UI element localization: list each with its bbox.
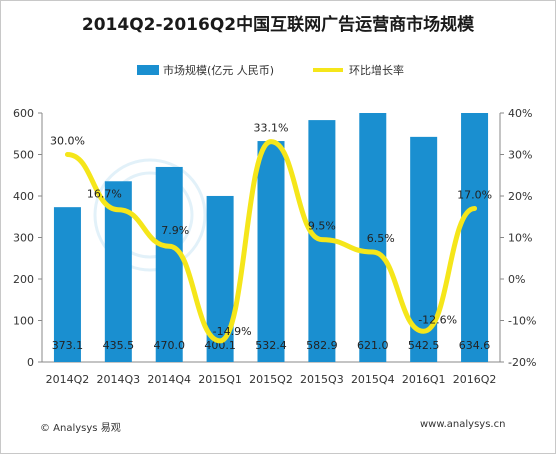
x-tick-label: 2015Q2 xyxy=(249,373,293,386)
legend-line-label: 环比增长率 xyxy=(349,63,404,77)
chart-title: 2014Q2-2016Q2中国互联网广告运营商市场规模 xyxy=(81,15,475,35)
y-left-tick-label: 600 xyxy=(13,107,34,120)
bar-2015Q2 xyxy=(257,141,285,362)
y-left-tick-label: 500 xyxy=(13,149,34,162)
legend-bar-label: 市场规模(亿元 人民币) xyxy=(163,63,274,77)
growth-rate-label: 33.1% xyxy=(254,122,289,135)
bar-value-label: 582.9 xyxy=(306,339,338,352)
y-right-tick-label: 10% xyxy=(508,232,532,245)
x-tick-label: 2016Q1 xyxy=(402,373,446,386)
growth-rate-label: -14.9% xyxy=(213,325,252,338)
footer-website: www.analysys.cn xyxy=(420,419,506,430)
y-left-tick-label: 400 xyxy=(13,190,34,203)
y-right-tick-label: 20% xyxy=(508,190,532,203)
bar-value-label: 470.0 xyxy=(153,339,185,352)
growth-rate-label: 9.5% xyxy=(308,220,336,233)
bar-value-label: 532.4 xyxy=(255,339,287,352)
bar-value-label: 435.5 xyxy=(103,339,135,352)
y-right-tick-label: -20% xyxy=(508,356,536,369)
x-tick-label: 2015Q3 xyxy=(300,373,344,386)
x-tick-label: 2015Q1 xyxy=(198,373,242,386)
x-tick-label: 2015Q4 xyxy=(351,373,395,386)
growth-rate-label: 16.7% xyxy=(87,188,122,201)
y-right-tick-label: 40% xyxy=(508,107,532,120)
growth-rate-label: 7.9% xyxy=(161,224,189,237)
bar-value-label: 621.0 xyxy=(357,339,389,352)
x-tick-label: 2014Q2 xyxy=(46,373,90,386)
y-left-tick-label: 0 xyxy=(27,356,34,369)
growth-rate-label: 6.5% xyxy=(367,232,395,245)
x-tick-label: 2014Q3 xyxy=(97,373,141,386)
growth-rate-line xyxy=(64,139,478,344)
y-right-tick-label: 0% xyxy=(508,273,525,286)
y-right-tick-label: -10% xyxy=(508,315,536,328)
y-left-tick-label: 100 xyxy=(13,315,34,328)
y-left-tick-label: 300 xyxy=(13,232,34,245)
x-tick-label: 2014Q4 xyxy=(147,373,191,386)
bar-value-label: 542.5 xyxy=(408,339,440,352)
bar-2015Q4 xyxy=(359,113,387,362)
y-right-tick-label: 30% xyxy=(508,149,532,162)
growth-rate-label: 17.0% xyxy=(457,188,492,201)
x-tick-label: 2016Q2 xyxy=(453,373,497,386)
bar-value-label: 634.6 xyxy=(459,339,491,352)
bar-2014Q2 xyxy=(53,207,81,362)
bar-2014Q4 xyxy=(155,166,183,362)
y-left-tick-label: 200 xyxy=(13,273,34,286)
legend-bar-swatch xyxy=(137,65,159,75)
bar-value-label: 400.1 xyxy=(204,339,236,352)
growth-rate-label: 30.0% xyxy=(50,135,85,148)
bar-2016Q2 xyxy=(461,113,489,362)
bar-value-label: 373.1 xyxy=(52,339,84,352)
footer-source: © Analysys 易观 xyxy=(40,423,121,434)
growth-rate-label: -12.6% xyxy=(418,313,457,326)
